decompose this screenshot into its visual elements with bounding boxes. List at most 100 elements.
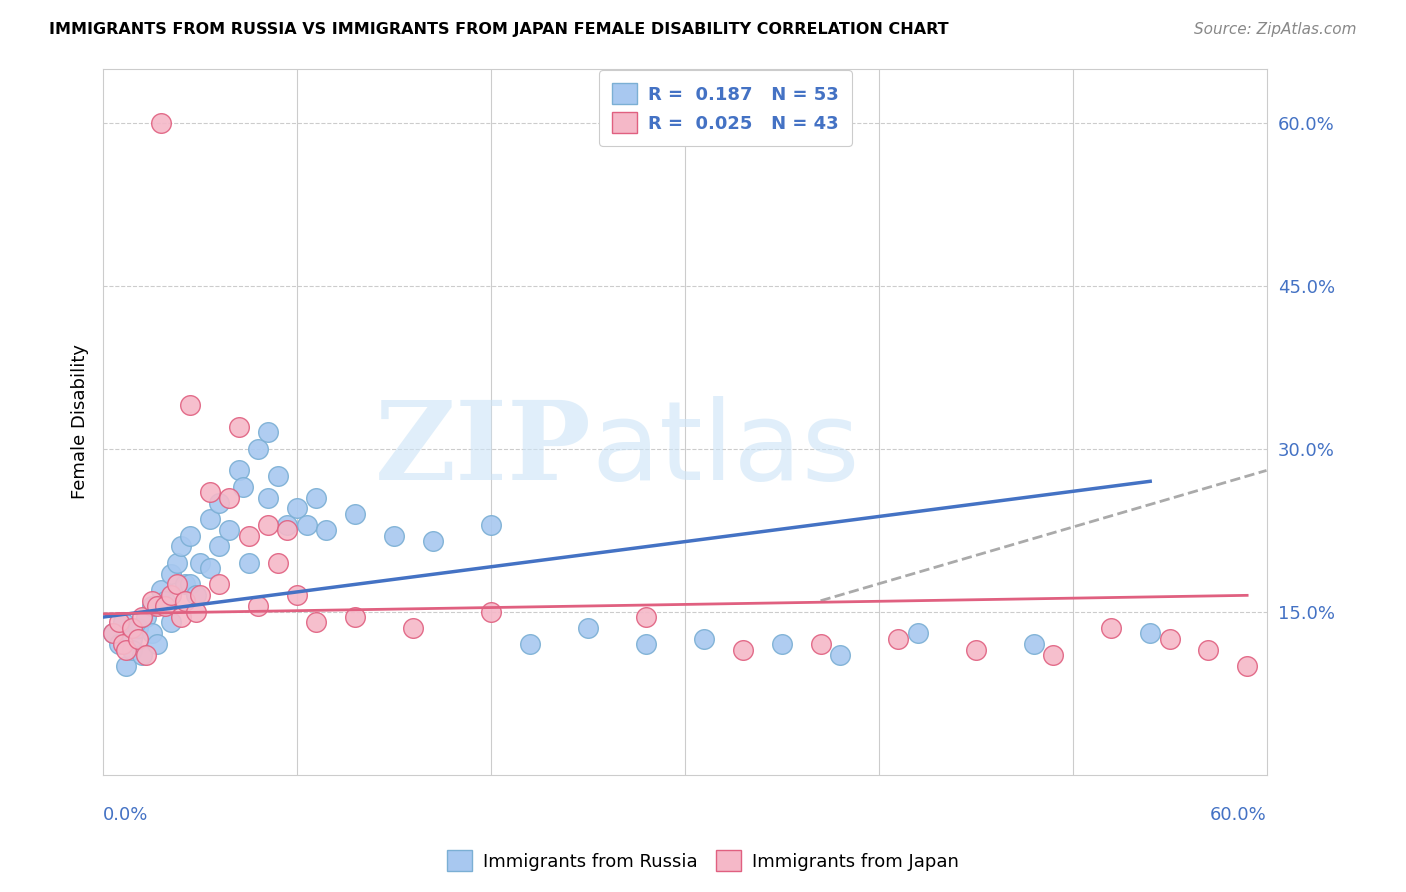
Point bbox=[257, 425, 280, 440]
Text: 60.0%: 60.0% bbox=[1209, 806, 1267, 824]
Point bbox=[107, 637, 129, 651]
Point bbox=[198, 512, 221, 526]
Point bbox=[344, 507, 367, 521]
Point bbox=[247, 599, 270, 614]
Point bbox=[141, 594, 163, 608]
Text: 0.0%: 0.0% bbox=[103, 806, 149, 824]
Point bbox=[160, 588, 183, 602]
Point bbox=[1197, 642, 1219, 657]
Point bbox=[238, 528, 260, 542]
Point bbox=[731, 642, 754, 657]
Point bbox=[519, 637, 541, 651]
Point bbox=[266, 556, 288, 570]
Point bbox=[131, 648, 153, 662]
Text: ZIP: ZIP bbox=[375, 396, 592, 503]
Point bbox=[115, 659, 138, 673]
Point bbox=[315, 523, 337, 537]
Y-axis label: Female Disability: Female Disability bbox=[72, 344, 89, 499]
Point bbox=[127, 632, 149, 646]
Point bbox=[1139, 626, 1161, 640]
Point bbox=[257, 491, 280, 505]
Point bbox=[141, 626, 163, 640]
Point bbox=[188, 588, 211, 602]
Point bbox=[285, 501, 308, 516]
Point bbox=[121, 642, 143, 657]
Point bbox=[198, 561, 221, 575]
Point bbox=[238, 556, 260, 570]
Point bbox=[907, 626, 929, 640]
Point bbox=[828, 648, 851, 662]
Point bbox=[146, 637, 169, 651]
Point bbox=[188, 556, 211, 570]
Point bbox=[1159, 632, 1181, 646]
Point bbox=[576, 621, 599, 635]
Point bbox=[179, 398, 201, 412]
Point bbox=[770, 637, 793, 651]
Point bbox=[146, 599, 169, 614]
Point bbox=[150, 582, 173, 597]
Point bbox=[382, 528, 405, 542]
Text: atlas: atlas bbox=[592, 396, 860, 503]
Legend: Immigrants from Russia, Immigrants from Japan: Immigrants from Russia, Immigrants from … bbox=[440, 843, 966, 879]
Point bbox=[186, 605, 208, 619]
Text: IMMIGRANTS FROM RUSSIA VS IMMIGRANTS FROM JAPAN FEMALE DISABILITY CORRELATION CH: IMMIGRANTS FROM RUSSIA VS IMMIGRANTS FRO… bbox=[49, 22, 949, 37]
Point bbox=[166, 556, 188, 570]
Point bbox=[208, 577, 231, 591]
Point bbox=[160, 566, 183, 581]
Point bbox=[111, 615, 134, 630]
Point bbox=[276, 517, 298, 532]
Point bbox=[111, 637, 134, 651]
Point bbox=[150, 116, 173, 130]
Point bbox=[422, 534, 444, 549]
Point bbox=[121, 621, 143, 635]
Point bbox=[179, 577, 201, 591]
Point bbox=[173, 594, 195, 608]
Point bbox=[257, 517, 280, 532]
Point bbox=[131, 610, 153, 624]
Point bbox=[247, 442, 270, 456]
Point bbox=[479, 605, 502, 619]
Point bbox=[285, 588, 308, 602]
Point bbox=[693, 632, 716, 646]
Point bbox=[1099, 621, 1122, 635]
Point bbox=[1042, 648, 1064, 662]
Point bbox=[295, 517, 318, 532]
Point bbox=[887, 632, 910, 646]
Point bbox=[198, 485, 221, 500]
Point bbox=[344, 610, 367, 624]
Point bbox=[160, 615, 183, 630]
Point bbox=[965, 642, 987, 657]
Legend: R =  0.187   N = 53, R =  0.025   N = 43: R = 0.187 N = 53, R = 0.025 N = 43 bbox=[599, 70, 852, 145]
Point bbox=[634, 637, 657, 651]
Point bbox=[135, 610, 157, 624]
Point bbox=[153, 594, 176, 608]
Point bbox=[121, 632, 143, 646]
Point bbox=[166, 577, 188, 591]
Point bbox=[1022, 637, 1045, 651]
Point bbox=[208, 540, 231, 554]
Point bbox=[1236, 659, 1258, 673]
Point bbox=[218, 491, 240, 505]
Point bbox=[228, 420, 250, 434]
Point bbox=[305, 615, 328, 630]
Point bbox=[218, 523, 240, 537]
Text: Source: ZipAtlas.com: Source: ZipAtlas.com bbox=[1194, 22, 1357, 37]
Point bbox=[127, 621, 149, 635]
Point bbox=[115, 642, 138, 657]
Point bbox=[402, 621, 425, 635]
Point bbox=[135, 648, 157, 662]
Point bbox=[186, 588, 208, 602]
Point bbox=[634, 610, 657, 624]
Point bbox=[232, 480, 254, 494]
Point bbox=[479, 517, 502, 532]
Point bbox=[276, 523, 298, 537]
Point bbox=[101, 626, 124, 640]
Point bbox=[170, 610, 193, 624]
Point bbox=[208, 496, 231, 510]
Point bbox=[153, 599, 176, 614]
Point bbox=[810, 637, 832, 651]
Point bbox=[266, 468, 288, 483]
Point bbox=[173, 577, 195, 591]
Point bbox=[170, 540, 193, 554]
Point bbox=[141, 599, 163, 614]
